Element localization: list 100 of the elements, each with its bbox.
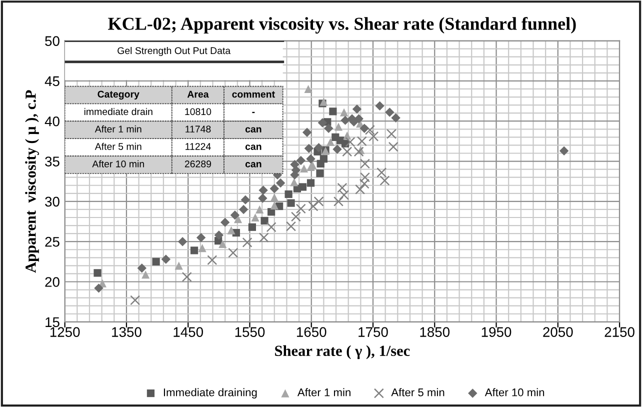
point: [214, 230, 224, 240]
point: [386, 128, 397, 139]
point: [234, 215, 242, 224]
point: [318, 118, 328, 128]
point: [161, 254, 171, 264]
x-tick-label: 1450: [174, 327, 204, 337]
annotation: immediate drain: [84, 108, 152, 116]
point: [196, 232, 206, 242]
point: [339, 190, 350, 200]
point: [242, 237, 252, 248]
point: [218, 240, 227, 248]
point: [270, 184, 279, 194]
point: [251, 213, 260, 222]
point: [352, 104, 362, 114]
point: [340, 116, 350, 125]
point: [296, 204, 306, 214]
point: [270, 193, 278, 202]
point: [276, 178, 286, 188]
y-tick-label: 25: [45, 236, 60, 247]
point: [228, 248, 238, 258]
point: [137, 263, 146, 273]
x-tick-label: 1650: [296, 327, 326, 337]
annotation: 26289: [184, 160, 212, 168]
point: [300, 164, 308, 173]
point: [355, 184, 366, 194]
y-axis-title: Apparent viscosity ( μ ), c.P: [25, 90, 39, 273]
point: [388, 142, 398, 152]
point: [296, 156, 306, 166]
point: [94, 269, 102, 277]
x-axis-title: Shear rate ( γ ), 1/sec: [275, 345, 410, 360]
point: [266, 222, 276, 232]
point: [238, 204, 248, 214]
annotation: Area: [187, 90, 209, 98]
legend-label: Immediate draining: [164, 388, 257, 398]
point: [256, 205, 264, 214]
y-tick-label: 30: [45, 196, 60, 207]
point: [290, 178, 298, 186]
point: [174, 262, 183, 270]
point: [306, 179, 315, 187]
annotation: 11748: [186, 126, 211, 133]
y-tick-label: 15: [46, 317, 60, 328]
annotation: After 5 min: [94, 142, 142, 150]
point: [333, 196, 344, 206]
point: [291, 166, 301, 175]
x-tick-label: 1850: [420, 327, 450, 337]
x-tick-label: 1250: [50, 327, 80, 337]
point: [391, 113, 400, 123]
point: [340, 108, 348, 116]
x-tick-label: 1950: [482, 327, 512, 337]
point: [375, 101, 384, 110]
point: [182, 272, 192, 282]
point: [314, 143, 324, 152]
point: [302, 128, 312, 137]
point: [324, 124, 334, 133]
point: [316, 170, 324, 178]
y-tick-label: 45: [44, 76, 60, 86]
y-tick-label: 40: [44, 116, 60, 126]
point: [304, 84, 312, 94]
point: [286, 221, 296, 232]
chart-title: KCL-02; Apparent viscosity vs. Shear rate (Standard funnel): [108, 16, 576, 34]
point: [308, 201, 318, 212]
x-tick-label: 1750: [358, 327, 388, 337]
point: [230, 210, 240, 220]
point: [287, 199, 295, 207]
x-tick-label: 2150: [604, 327, 634, 337]
point: [248, 223, 256, 231]
annotation: comment: [232, 91, 275, 98]
annotation: can: [245, 162, 262, 168]
annotation: can: [245, 144, 262, 150]
point: [258, 232, 269, 243]
point: [284, 190, 292, 198]
annotation: After 10 min: [92, 160, 144, 168]
point: [152, 258, 160, 266]
point: [258, 186, 268, 195]
annotation: 10810: [185, 108, 212, 116]
point: [337, 182, 348, 193]
point: [227, 226, 236, 234]
point: [360, 172, 370, 182]
point: [290, 212, 301, 222]
x-tick-label: 1350: [112, 327, 142, 337]
annotation: 11224: [186, 143, 211, 150]
annotation: After 1 min: [94, 125, 142, 133]
point: [260, 216, 268, 225]
point: [94, 284, 104, 293]
point: [368, 131, 379, 142]
point: [559, 146, 569, 156]
point: [198, 244, 206, 252]
point: [314, 196, 324, 206]
x-tick-label: 1550: [235, 327, 265, 337]
y-tick-label: 20: [45, 277, 60, 287]
legend-label: After 10 min: [484, 388, 544, 396]
point: [207, 255, 218, 266]
point: [306, 154, 316, 164]
point: [258, 194, 268, 203]
point: [364, 124, 375, 135]
legend-label: After 5 min: [391, 388, 444, 396]
point: [332, 144, 342, 154]
annotation: -: [252, 112, 255, 114]
point: [178, 236, 188, 246]
point: [359, 178, 370, 189]
